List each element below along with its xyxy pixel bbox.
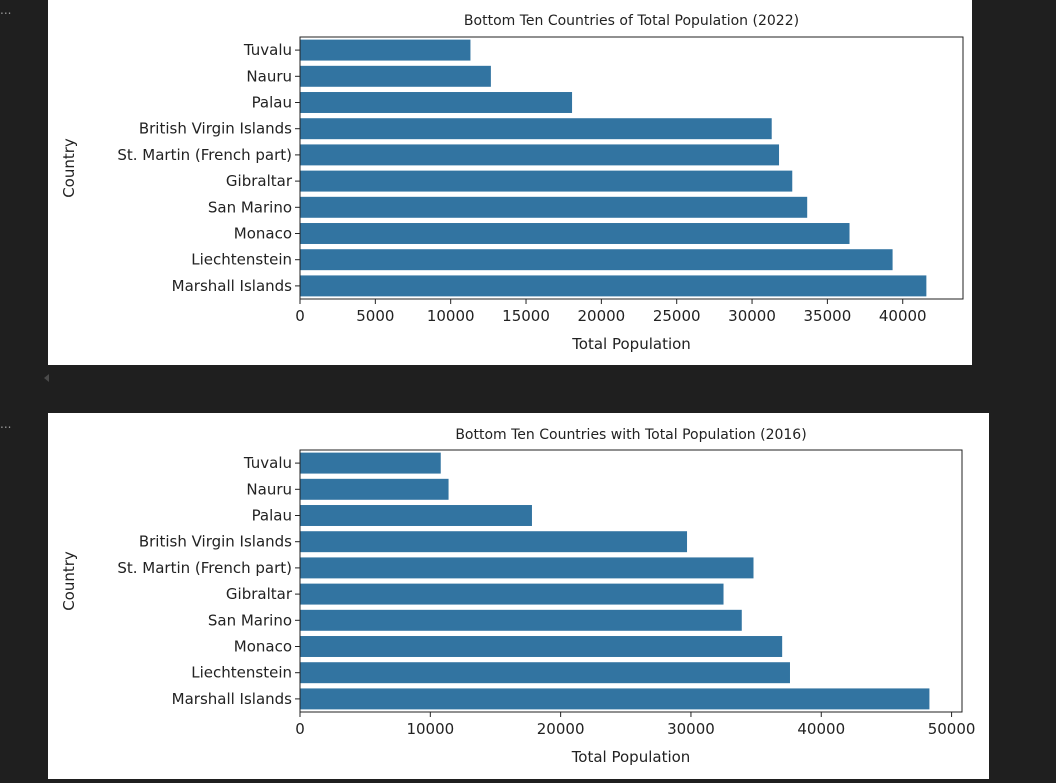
bar-marshall-islands xyxy=(300,688,930,710)
y-tick-label-tuvalu: Tuvalu xyxy=(243,454,292,472)
bar-st-martin-french-part xyxy=(300,144,780,166)
y-tick-label-san-marino: San Marino xyxy=(208,198,292,216)
x-tick-label-25000: 25000 xyxy=(653,307,701,325)
bar-tuvalu xyxy=(300,39,471,61)
x-tick-label-20000: 20000 xyxy=(537,720,585,738)
x-tick-label-30000: 30000 xyxy=(728,307,776,325)
x-tick-label-50000: 50000 xyxy=(928,720,976,738)
bar-marshall-islands xyxy=(300,275,927,297)
bar-st-martin-french-part xyxy=(300,557,754,579)
y-tick-label-palau: Palau xyxy=(252,94,292,112)
y-tick-label-gibraltar: Gibraltar xyxy=(226,585,293,603)
bar-liechtenstein xyxy=(300,249,893,271)
x-tick-label-0: 0 xyxy=(295,720,305,738)
y-tick-label-marshall-islands: Marshall Islands xyxy=(172,277,293,295)
bar-palau xyxy=(300,505,532,526)
bar-nauru xyxy=(300,478,449,500)
y-tick-label-st-martin-french-part: St. Martin (French part) xyxy=(117,559,292,577)
bar-chart-2016: Bottom Ten Countries with Total Populati… xyxy=(60,427,976,766)
x-tick-label-5000: 5000 xyxy=(356,307,394,325)
bar-tuvalu xyxy=(300,452,441,474)
y-tick-label-british-virgin-islands: British Virgin Islands xyxy=(139,120,292,138)
bar-gibraltar xyxy=(300,170,793,192)
chart-output-panel-2016: Bottom Ten Countries with Total Populati… xyxy=(48,413,989,779)
x-tick-label-20000: 20000 xyxy=(578,307,626,325)
y-tick-label-tuvalu: Tuvalu xyxy=(243,41,292,59)
y-tick-label-palau: Palau xyxy=(252,507,292,525)
collapse-arrow-icon[interactable] xyxy=(44,374,49,382)
x-tick-label-40000: 40000 xyxy=(879,307,927,325)
y-tick-label-gibraltar: Gibraltar xyxy=(226,172,293,190)
chart-title: Bottom Ten Countries with Total Populati… xyxy=(455,427,806,443)
cell-output-marker-1[interactable]: ... xyxy=(0,3,12,17)
bar-san-marino xyxy=(300,609,742,631)
y-tick-label-monaco: Monaco xyxy=(234,638,292,656)
y-axis-label: Country xyxy=(60,138,78,198)
x-tick-label-40000: 40000 xyxy=(797,720,845,738)
bar-chart-2022: Bottom Ten Countries of Total Population… xyxy=(60,13,964,353)
bar-monaco xyxy=(300,636,783,657)
y-tick-label-nauru: Nauru xyxy=(246,67,292,85)
x-axis-label: Total Population xyxy=(571,748,691,766)
y-tick-label-liechtenstein: Liechtenstein xyxy=(191,664,292,682)
bar-monaco xyxy=(300,223,850,244)
y-tick-label-marshall-islands: Marshall Islands xyxy=(172,690,293,708)
y-tick-label-st-martin-french-part: St. Martin (French part) xyxy=(117,146,292,164)
cell-output-marker-2[interactable]: ... xyxy=(0,417,12,431)
x-tick-label-10000: 10000 xyxy=(406,720,454,738)
bar-nauru xyxy=(300,65,491,87)
chart-title: Bottom Ten Countries of Total Population… xyxy=(464,13,799,29)
y-tick-label-liechtenstein: Liechtenstein xyxy=(191,251,292,269)
bar-liechtenstein xyxy=(300,662,790,684)
x-axis-label: Total Population xyxy=(571,335,691,353)
plot-frame xyxy=(299,36,964,300)
y-tick-label-san-marino: San Marino xyxy=(208,611,292,629)
bar-palau xyxy=(300,92,573,113)
bar-british-virgin-islands xyxy=(300,531,688,553)
plot-frame xyxy=(299,449,963,713)
bar-san-marino xyxy=(300,196,808,218)
y-axis-label: Country xyxy=(60,551,78,611)
chart-output-panel-2022: Bottom Ten Countries of Total Population… xyxy=(48,0,972,365)
y-tick-label-nauru: Nauru xyxy=(246,480,292,498)
x-tick-label-0: 0 xyxy=(295,307,305,325)
x-tick-label-10000: 10000 xyxy=(427,307,475,325)
y-tick-label-monaco: Monaco xyxy=(234,225,292,243)
x-tick-label-30000: 30000 xyxy=(667,720,715,738)
x-tick-label-15000: 15000 xyxy=(502,307,550,325)
x-tick-label-35000: 35000 xyxy=(804,307,852,325)
bar-british-virgin-islands xyxy=(300,118,772,140)
y-tick-label-british-virgin-islands: British Virgin Islands xyxy=(139,533,292,551)
bar-gibraltar xyxy=(300,583,724,605)
